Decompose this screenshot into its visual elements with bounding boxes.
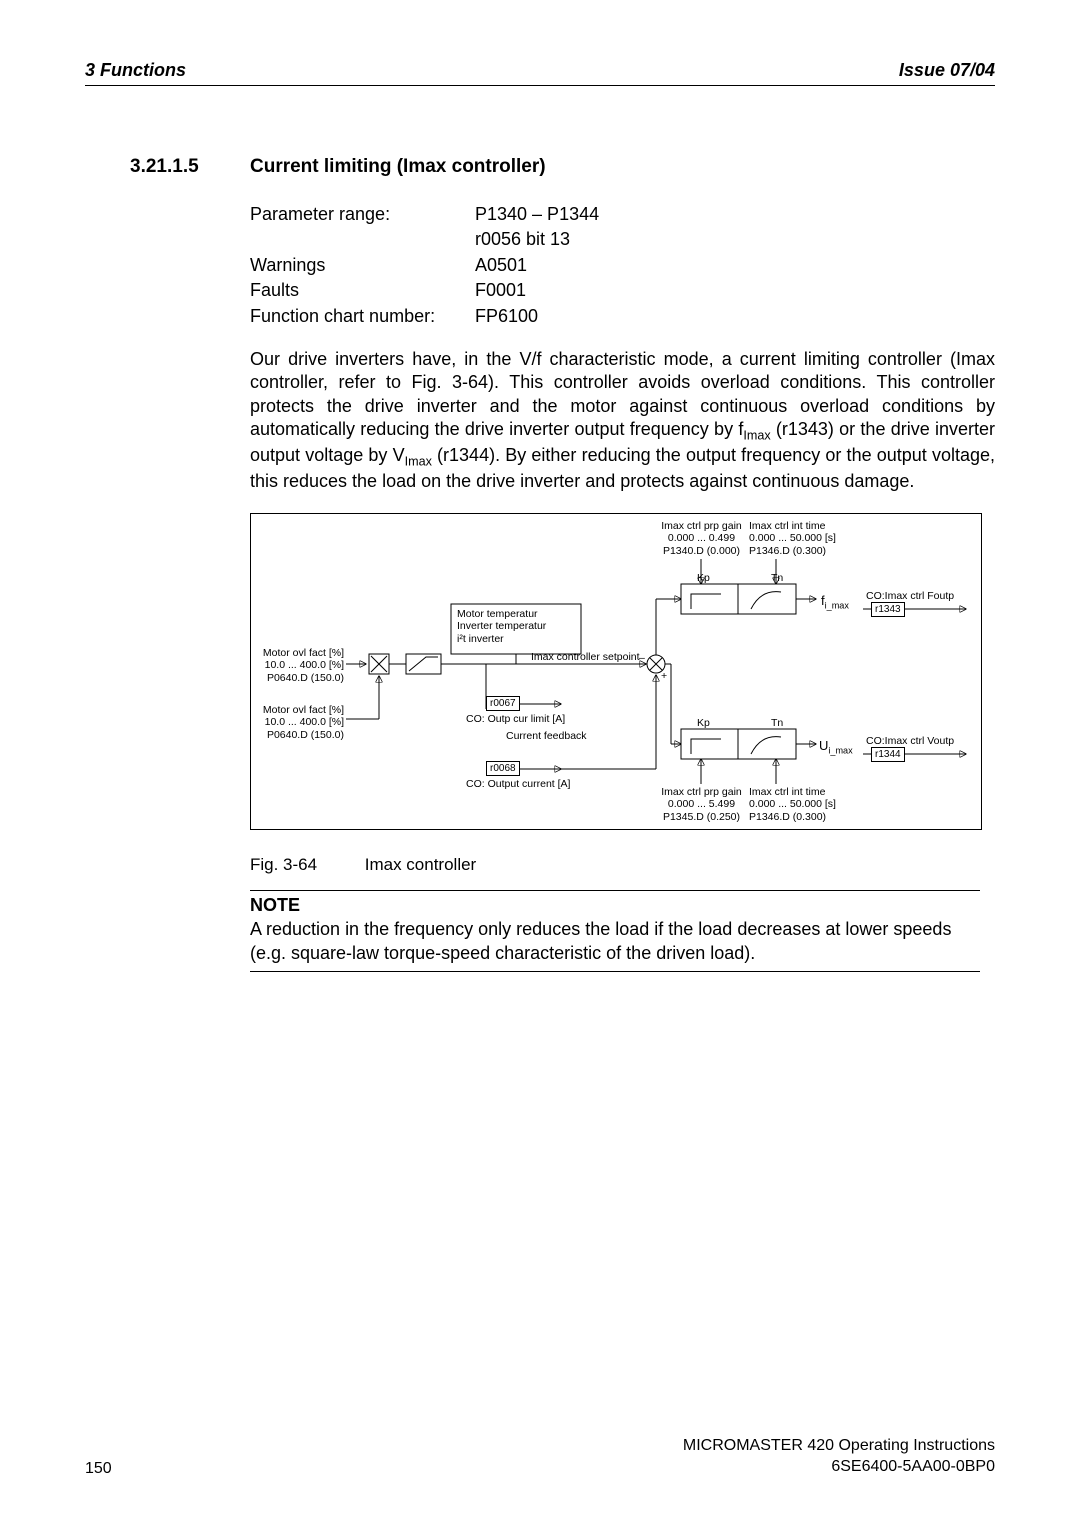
param-value: FP6100 [475,305,538,328]
lbl: Motor temperatur Inverter temperatur i²t… [457,608,546,644]
lbl: Kp [697,717,710,729]
footer-line1: MICROMASTER 420 Operating Instructions [683,1437,995,1454]
param-box: r1344 [871,747,905,762]
param-row: Warnings A0501 [250,254,995,277]
body-paragraph: Our drive inverters have, in the V/f cha… [250,348,995,493]
diagram-wrap: Imax ctrl prp gain 0.000 ... 0.499 P1340… [250,513,995,972]
lbl: Imax controller setpoint [531,651,640,663]
param-label: Warnings [250,254,475,277]
fig-text: Imax controller [365,855,476,874]
section-heading: 3.21.1.5 Current limiting (Imax controll… [130,156,995,178]
header-left: 3 Functions [85,60,186,81]
lbl: CO: Output current [A] [466,778,570,790]
para-sub: Imax [405,455,432,469]
page-number: 150 [85,1460,112,1478]
lbl: CO:Imax ctrl Foutp [866,590,954,602]
lbl: Tn [771,572,783,584]
rule [250,971,980,972]
diagram: Imax ctrl prp gain 0.000 ... 0.499 P1340… [250,513,982,830]
param-label [250,228,475,251]
lbl: Current feedback [506,730,587,742]
lbl: Motor ovl fact [%] 10.0 ... 400.0 [%] P0… [259,647,344,683]
lbl: Kp [697,572,710,584]
rule [250,890,980,891]
lbl: Ui_max [819,739,853,756]
param-value: r0056 bit 13 [475,228,570,251]
note-title: NOTE [250,895,980,916]
param-label: Function chart number: [250,305,475,328]
lbl: Tn [771,717,783,729]
param-row: r0056 bit 13 [250,228,995,251]
fig-num: Fig. 3-64 [250,855,360,875]
note-text: A reduction in the frequency only reduce… [250,918,980,965]
param-box: r1343 [871,602,905,617]
section-number: 3.21.1.5 [130,156,250,178]
param-row: Function chart number: FP6100 [250,305,995,328]
param-box: r0067 [486,696,520,711]
page: 3 Functions Issue 07/04 3.21.1.5 Current… [0,0,1080,1528]
param-row: Parameter range: P1340 – P1344 [250,203,995,226]
note-block: NOTE A reduction in the frequency only r… [250,890,980,972]
param-label: Faults [250,279,475,302]
section-title: Current limiting (Imax controller) [250,156,546,178]
lbl: fi_max [821,594,849,611]
diagram-svg [251,514,981,829]
figure-caption: Fig. 3-64 Imax controller [250,855,995,875]
lbl: CO: Outp cur limit [A] [466,713,565,725]
param-value: F0001 [475,279,526,302]
param-table: Parameter range: P1340 – P1344 r0056 bit… [250,203,995,328]
lbl: CO:Imax ctrl Voutp [866,735,954,747]
param-row: Faults F0001 [250,279,995,302]
lbl: Motor ovl fact [%] 10.0 ... 400.0 [%] P0… [259,704,344,740]
para-sub: Imax [743,429,770,443]
page-footer: MICROMASTER 420 Operating Instructions 6… [85,1436,995,1478]
content-block: Parameter range: P1340 – P1344 r0056 bit… [250,203,995,493]
footer-line2: 6SE6400-5AA00-0BP0 [831,1458,995,1475]
header-right: Issue 07/04 [899,60,995,81]
lbl: Imax ctrl prp gain 0.000 ... 0.499 P1340… [654,520,749,556]
param-value: P1340 – P1344 [475,203,599,226]
param-label: Parameter range: [250,203,475,226]
lbl: Imax ctrl int time 0.000 ... 50.000 [s] … [749,520,859,556]
lbl: Imax ctrl int time 0.000 ... 50.000 [s] … [749,786,859,822]
param-value: A0501 [475,254,527,277]
footer-right: MICROMASTER 420 Operating Instructions 6… [85,1436,995,1478]
lbl: Imax ctrl prp gain 0.000 ... 5.499 P1345… [654,786,749,822]
param-box: r0068 [486,761,520,776]
page-header: 3 Functions Issue 07/04 [85,60,995,86]
